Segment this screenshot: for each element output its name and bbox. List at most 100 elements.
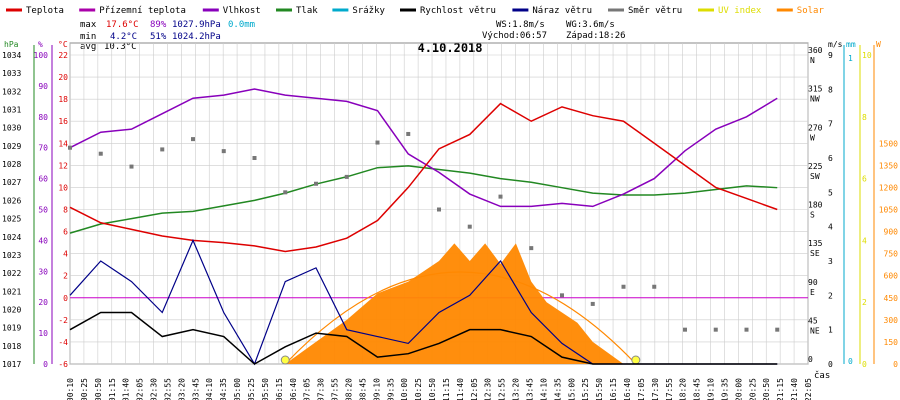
wind-dir-tick: 135 bbox=[808, 239, 823, 248]
humidity-tick: 80 bbox=[38, 113, 48, 122]
temperature-tick: 12 bbox=[58, 161, 68, 170]
x-tick-label: 05:25 bbox=[247, 378, 256, 400]
stat-min-press: 1024.2hPa bbox=[172, 32, 221, 42]
series-layer bbox=[68, 88, 780, 366]
x-tick-label: 01:40 bbox=[122, 378, 131, 400]
stat-avg-temp: 10.3°C bbox=[104, 42, 137, 52]
pressure-tick: 1020 bbox=[2, 305, 21, 314]
solar-tick: 1350 bbox=[879, 161, 898, 170]
wind-dir-point bbox=[406, 131, 411, 136]
pressure-tick: 1033 bbox=[2, 69, 21, 78]
x-tick-label: 20:25 bbox=[748, 378, 757, 400]
wind-dir-point bbox=[744, 327, 749, 332]
x-tick-label: 19:35 bbox=[720, 378, 729, 400]
stat-min-label: min bbox=[80, 32, 96, 42]
temperature-tick: 4 bbox=[63, 250, 68, 259]
humidity-tick: 70 bbox=[38, 144, 48, 153]
wind-speed-axis-label: m/s bbox=[828, 40, 843, 49]
wind-dir-point bbox=[252, 156, 257, 160]
humidity-tick: 30 bbox=[38, 267, 48, 276]
temperature-tick: 14 bbox=[58, 139, 68, 148]
wind-dir-point bbox=[652, 284, 657, 289]
wind-dir-point bbox=[467, 224, 472, 229]
solar-tick: 600 bbox=[884, 272, 899, 281]
solar-max-curve bbox=[284, 271, 637, 365]
humidity-axis-label: % bbox=[38, 40, 43, 49]
wind-dir-tick-label: SW bbox=[810, 172, 820, 181]
wind-speed-tick: 0 bbox=[828, 360, 833, 369]
wind-dir-point bbox=[529, 246, 534, 251]
temperature-tick: 10 bbox=[58, 183, 68, 192]
pressure-tick: 1018 bbox=[2, 342, 21, 351]
pressure-tick: 1032 bbox=[2, 87, 21, 96]
x-tick-label: 16:15 bbox=[609, 378, 618, 400]
rain-tick: 1 bbox=[848, 54, 853, 63]
pressure-tick: 1034 bbox=[2, 51, 21, 60]
x-tick-label: 04:35 bbox=[219, 378, 228, 400]
wind-speed-tick: 9 bbox=[828, 51, 833, 60]
x-tick-label: 12:55 bbox=[498, 378, 507, 400]
humidity-tick: 90 bbox=[38, 82, 48, 91]
wind-dir-point bbox=[437, 207, 441, 212]
pressure-tick: 1025 bbox=[2, 215, 21, 224]
wind-dir-tick: 45 bbox=[808, 316, 818, 325]
x-tick-label: 04:10 bbox=[205, 378, 214, 400]
axes: 00:10 00:25 00:50 01:15 01:40 02:05 02:30 02:55… bbox=[2, 40, 898, 400]
wind-dir-tick: 90 bbox=[808, 278, 818, 287]
wind-dir-point bbox=[160, 147, 165, 152]
temperature-tick: 20 bbox=[58, 73, 68, 82]
rain-axis-label: mm bbox=[846, 40, 856, 49]
wind-speed-tick: 4 bbox=[828, 223, 833, 232]
humidity-tick: 100 bbox=[34, 51, 49, 60]
humidity-tick: 20 bbox=[38, 298, 48, 307]
wind-dir-tick: 315 bbox=[808, 85, 823, 94]
x-tick-label: 12:30 bbox=[484, 378, 493, 400]
temperature-tick: 8 bbox=[63, 206, 68, 215]
temperature-tick: 6 bbox=[63, 228, 68, 237]
x-tick-label: 18:20 bbox=[679, 378, 688, 400]
stat-max-label: max bbox=[80, 20, 97, 30]
stat-min-hum: 51% bbox=[150, 32, 167, 42]
solar-axis-label: W bbox=[876, 40, 881, 49]
x-tick-label: 20:00 bbox=[734, 378, 743, 400]
humidity-tick: 50 bbox=[38, 206, 48, 215]
x-tick-label: 03:45 bbox=[191, 378, 200, 400]
wind-dir-point bbox=[314, 181, 318, 186]
x-tick-label: 06:40 bbox=[289, 378, 298, 400]
legend-label: Směr větru bbox=[628, 6, 682, 16]
legend-label: Přízemní teplota bbox=[99, 6, 186, 16]
stat-min-temp: 4.2°C bbox=[110, 32, 137, 42]
pressure-axis-label: hPa bbox=[4, 40, 19, 49]
series-temperature bbox=[69, 102, 778, 253]
wind-dir-point bbox=[713, 327, 718, 332]
pressure-tick: 1022 bbox=[2, 269, 21, 278]
stat-max-press: 1027.9hPa bbox=[172, 20, 221, 30]
pressure-tick: 1029 bbox=[2, 142, 21, 151]
x-tick-label: 22:05 bbox=[804, 378, 813, 400]
solar-tick: 750 bbox=[884, 250, 899, 259]
rain-tick: 0 bbox=[848, 357, 853, 366]
wind-dir-tick-label: SE bbox=[810, 249, 820, 258]
pressure-tick: 1021 bbox=[2, 287, 21, 296]
series-wind-speed bbox=[69, 311, 778, 365]
x-tick-label: 03:20 bbox=[177, 378, 186, 400]
stat-max-temp: 17.6°C bbox=[106, 20, 139, 30]
temperature-tick: 16 bbox=[58, 117, 68, 126]
x-tick-label: 21:15 bbox=[776, 378, 785, 400]
x-tick-label: 17:55 bbox=[665, 378, 674, 400]
legend-label: Náraz větru bbox=[532, 6, 592, 16]
humidity-tick: 60 bbox=[38, 175, 48, 184]
wind-speed-tick: 1 bbox=[828, 326, 833, 335]
wind-dir-point bbox=[775, 327, 780, 332]
uv-tick: 2 bbox=[862, 298, 867, 307]
x-tick-label: 16:40 bbox=[623, 378, 632, 400]
wind-dir-tick: 0 bbox=[808, 355, 813, 364]
pressure-tick: 1017 bbox=[2, 360, 21, 369]
x-tick-label: 12:05 bbox=[470, 378, 479, 400]
series-pressure bbox=[69, 165, 778, 234]
solar-tick: 450 bbox=[884, 294, 899, 303]
wind-speed-tick: 5 bbox=[828, 188, 833, 197]
wind-gust-info: WG:3.6m/s bbox=[566, 20, 615, 30]
wind-dir-point bbox=[683, 327, 687, 332]
x-tick-label: 02:55 bbox=[163, 378, 172, 400]
